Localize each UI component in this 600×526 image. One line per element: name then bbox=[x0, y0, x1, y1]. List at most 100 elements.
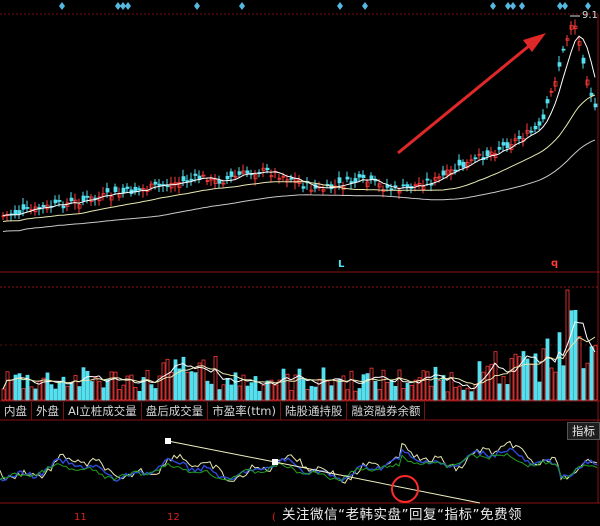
tab-stock-connect-holdings[interactable]: 陆股通持股 bbox=[281, 402, 348, 420]
volume-bar bbox=[485, 365, 490, 401]
candle-body bbox=[421, 186, 426, 190]
candle-body bbox=[189, 178, 194, 181]
trend-arrow-head bbox=[523, 33, 546, 52]
volume-bar bbox=[169, 372, 174, 401]
event-diamond-icon bbox=[120, 2, 126, 10]
volume-bar bbox=[593, 344, 598, 401]
tab-after-hours-volume[interactable]: 盘后成交量 bbox=[142, 402, 209, 420]
candle-body bbox=[121, 187, 126, 194]
volume-bar bbox=[457, 385, 462, 401]
volume-bar bbox=[137, 390, 142, 401]
volume-bar bbox=[265, 380, 270, 401]
candle-body bbox=[425, 178, 430, 181]
volume-bar bbox=[421, 370, 426, 401]
volume-bar bbox=[289, 390, 294, 401]
volume-bar bbox=[377, 389, 382, 401]
volume-bar bbox=[333, 379, 338, 401]
indicator-button[interactable]: 指标 bbox=[567, 422, 600, 440]
candle-body bbox=[181, 176, 186, 182]
volume-bar bbox=[357, 388, 362, 401]
candle-body bbox=[157, 183, 162, 186]
candle-body bbox=[561, 48, 566, 51]
candle-body bbox=[449, 169, 454, 175]
volume-bar bbox=[401, 388, 406, 401]
indicator-line-yellow bbox=[0, 440, 598, 484]
volume-bar bbox=[153, 388, 158, 401]
tab-inner-volume[interactable]: 内盘 bbox=[0, 402, 32, 420]
volume-bar bbox=[557, 332, 562, 401]
candle-body bbox=[165, 185, 170, 188]
event-diamond-icon bbox=[557, 2, 563, 10]
volume-bar bbox=[13, 374, 18, 401]
volume-bar bbox=[49, 384, 54, 401]
candle-body bbox=[81, 195, 86, 202]
volume-bar bbox=[133, 386, 138, 401]
volume-bar bbox=[301, 378, 306, 401]
volume-bar bbox=[361, 374, 366, 401]
candle-body bbox=[153, 181, 158, 185]
volume-bar bbox=[349, 370, 354, 401]
volume-bar bbox=[45, 372, 50, 401]
tab-outer-volume[interactable]: 外盘 bbox=[32, 402, 64, 420]
volume-bar bbox=[589, 346, 594, 401]
high-marker: q bbox=[551, 258, 559, 269]
candle-body bbox=[469, 159, 474, 162]
candle-body bbox=[217, 179, 222, 184]
volume-bar bbox=[365, 373, 370, 401]
price-high-label: 9.1 bbox=[582, 10, 598, 21]
volume-bar bbox=[429, 385, 434, 401]
volume-bar bbox=[101, 387, 106, 401]
volume-bar bbox=[161, 362, 166, 401]
event-diamond-icon bbox=[239, 2, 245, 10]
volume-bar bbox=[569, 310, 574, 401]
candle-body bbox=[177, 182, 182, 188]
volume-bar bbox=[573, 309, 578, 401]
candle-body bbox=[365, 181, 370, 187]
candle-body bbox=[25, 207, 30, 209]
volume-bar bbox=[221, 384, 226, 401]
tab-ai-volume[interactable]: AI立桩成交量 bbox=[64, 402, 142, 420]
breakout-circle bbox=[391, 475, 419, 503]
volume-bar bbox=[197, 362, 202, 401]
volume-bar bbox=[165, 358, 170, 401]
candle-body bbox=[269, 175, 274, 178]
volume-bar bbox=[181, 356, 186, 401]
volume-bar bbox=[65, 385, 70, 401]
volume-bar bbox=[97, 380, 102, 401]
volume-bar bbox=[217, 389, 222, 401]
volume-bar bbox=[537, 381, 542, 401]
candle-body bbox=[497, 146, 502, 150]
candle-body bbox=[401, 184, 406, 187]
candle-body bbox=[433, 176, 438, 181]
volume-bar bbox=[381, 369, 386, 401]
candle-body bbox=[205, 180, 210, 182]
indicator-lines bbox=[0, 440, 598, 484]
volume-bar bbox=[93, 377, 98, 401]
candle-body bbox=[573, 25, 578, 29]
volume-bar bbox=[21, 388, 26, 401]
volume-bar bbox=[285, 373, 290, 401]
volume-bar bbox=[17, 373, 22, 401]
volume-bar bbox=[321, 367, 326, 401]
volume-bar bbox=[189, 371, 194, 401]
indicator-line-green bbox=[0, 452, 598, 482]
volume-bar bbox=[269, 379, 274, 401]
tab-margin-balance[interactable]: 融资融券余额 bbox=[347, 402, 426, 420]
volume-bar bbox=[565, 289, 570, 401]
volume-bar bbox=[445, 391, 450, 401]
volume-bar bbox=[277, 379, 282, 401]
volume-bar bbox=[293, 374, 298, 401]
event-markers bbox=[59, 2, 591, 10]
candle-body bbox=[261, 167, 266, 171]
candle-body bbox=[361, 174, 366, 179]
candle-body bbox=[393, 185, 398, 188]
volume-bar bbox=[297, 368, 302, 401]
candle-body bbox=[309, 189, 314, 192]
volume-bar bbox=[245, 385, 250, 401]
volume-bar bbox=[337, 378, 342, 401]
indicator-trendline-2 bbox=[274, 461, 481, 504]
ma40-line bbox=[2, 139, 596, 232]
volume-bar bbox=[345, 389, 350, 401]
tab-pe-ratio[interactable]: 市盈率(ttm) bbox=[208, 402, 281, 420]
volume-bar bbox=[513, 353, 518, 401]
